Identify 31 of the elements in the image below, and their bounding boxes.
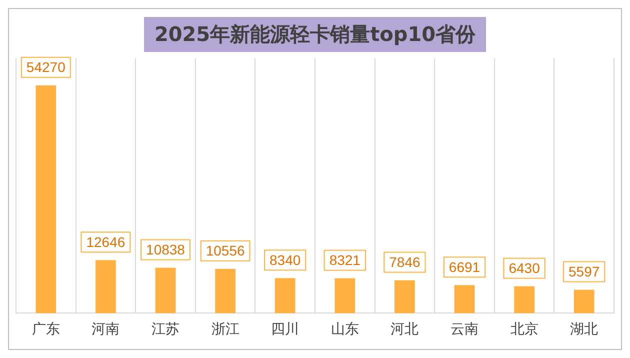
bar [334, 278, 356, 314]
x-tick-label: 四川 [271, 320, 300, 336]
data-label: 8321 [329, 252, 361, 268]
x-tick-label: 广东 [32, 320, 60, 336]
bar [274, 278, 296, 314]
data-label: 5597 [568, 264, 600, 280]
x-tick-label: 云南 [450, 320, 478, 336]
data-label: 7846 [389, 254, 420, 270]
bar [574, 290, 594, 314]
x-tick-label: 江苏 [152, 320, 180, 336]
bar [454, 285, 475, 314]
data-label: 12646 [86, 234, 126, 250]
data-label: 10556 [206, 242, 245, 259]
x-tick-label: 河北 [390, 320, 419, 336]
bar [215, 268, 236, 314]
x-tick-label: 湖北 [570, 320, 598, 336]
data-label: 8340 [270, 252, 301, 268]
bar [155, 268, 176, 314]
x-tick-label: 河南 [92, 320, 120, 336]
data-label: 6691 [448, 258, 480, 275]
x-tick-label: 北京 [510, 320, 538, 336]
x-tick-label: 浙江 [211, 320, 240, 336]
data-label: 6430 [508, 260, 540, 276]
bar [514, 286, 534, 314]
chart-title: 2025年新能源轻卡销量top10省份 [144, 17, 486, 52]
bar [96, 260, 116, 314]
x-tick-label: 山东 [330, 320, 359, 336]
bar [36, 85, 56, 314]
data-label: 54270 [26, 59, 66, 76]
bar [394, 280, 415, 314]
data-label: 10838 [146, 242, 186, 258]
